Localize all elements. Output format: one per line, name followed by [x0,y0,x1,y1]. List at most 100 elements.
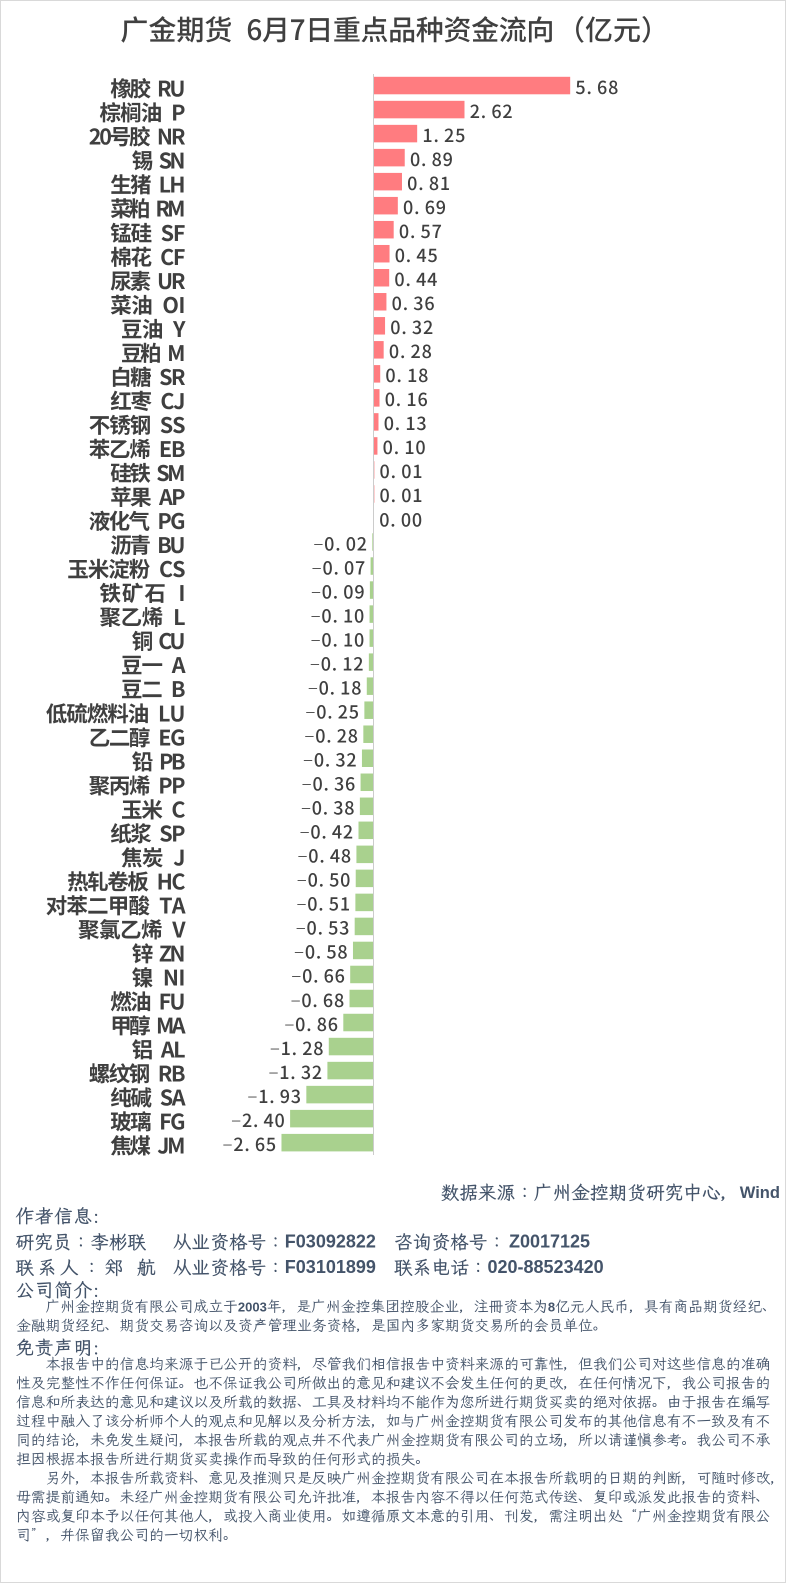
svg-text:−1. 32: −1. 32 [268,1059,322,1085]
svg-text:020-88523420: 020-88523420 [488,1257,604,1277]
svg-text:−0. 36: −0. 36 [302,771,356,797]
svg-text:苯乙烯 EB: 苯乙烯 EB [89,433,186,464]
svg-text:性及完整性不作任何保证。也不保证我公司所做出的意见和建议不会: 性及完整性不作任何保证。也不保证我公司所做出的意见和建议不会发生任何的更改，在任… [16,1374,770,1393]
svg-text:0. 28: 0. 28 [389,338,432,364]
svg-text:免责声明:: 免责声明: [16,1336,100,1360]
svg-text:菜油 OI: 菜油 OI [110,289,185,320]
svg-text:硅铁 SM: 硅铁 SM [110,457,185,488]
svg-text:液化气 PG: 液化气 PG [89,505,186,536]
svg-text:沥青 BU: 沥青 BU [110,529,185,560]
svg-text:玉米淀粉 CS: 玉米淀粉 CS [67,553,185,584]
svg-text:0. 13: 0. 13 [384,410,427,436]
svg-text:棕榈油 P: 棕榈油 P [100,97,186,128]
svg-text:另外，本报告所载资料、意见及推测只是反映广州金控期货有限公司: 另外，本报告所载资料、意见及推测只是反映广州金控期货有限公司在本报告所载明的日期… [16,1469,785,1488]
svg-text:−0. 07: −0. 07 [312,554,366,580]
svg-text:0. 01: 0. 01 [380,458,423,484]
svg-text:20号胶 NR: 20号胶 NR [89,121,186,152]
svg-text:咨询资格号：: 咨询资格号： [394,1230,506,1254]
svg-text:作者信息:: 作者信息: [16,1204,100,1228]
svg-text:−0. 10: −0. 10 [311,626,365,652]
svg-text:锌 ZN: 锌 ZN [132,938,186,969]
svg-text:0. 36: 0. 36 [392,290,435,316]
svg-text:焦炭 J: 焦炭 J [121,841,186,872]
svg-text:锡 SN: 锡 SN [132,145,186,176]
svg-text:金融期货经纪、期货交易咨询以及资产管理业务资格，是国内多家期: 金融期货经纪、期货交易咨询以及资产管理业务资格，是国内多家期货交易所的会员单位。 [16,1317,608,1336]
svg-text:广州金控期货有限公司成立于2003年，是广州金控集团控股企业: 广州金控期货有限公司成立于2003年，是广州金控集团控股企业，注册资本为8亿元人… [16,1298,777,1317]
svg-text:0. 01: 0. 01 [380,482,423,508]
svg-text:公司简介:: 公司简介: [16,1279,100,1303]
svg-text:−0. 50: −0. 50 [297,867,351,893]
svg-text:铁矿石 I: 铁矿石 I [100,577,186,608]
svg-text:0. 18: 0. 18 [385,362,428,388]
svg-text:担因根据本报告所进行期货买卖操作而导致的任何形式的损失。: 担因根据本报告所进行期货买卖操作而导致的任何形式的损失。 [16,1450,430,1469]
svg-text:尿素 UR: 尿素 UR [110,265,186,296]
svg-text:毋需提前通知。未经广州金控期货有限公司允许批准，本报告内容不: 毋需提前通知。未经广州金控期货有限公司允许批准，本报告内容不得以任何范式传送、复… [16,1488,770,1507]
svg-text:内容或复印本予以任何其他人，或投入商业使用。如遵循原文本意的: 内容或复印本予以任何其他人，或投入商业使用。如遵循原文本意的引用、刊发，需注明出… [16,1507,770,1526]
svg-text:−0. 51: −0. 51 [296,891,350,917]
svg-text:聚丙烯 PP: 聚丙烯 PP [89,769,186,800]
svg-text:研究员：李彬联: 研究员：李彬联 [16,1230,147,1254]
svg-text:玻璃 FG: 玻璃 FG [110,1106,185,1137]
svg-text:−1. 93: −1. 93 [247,1083,301,1109]
svg-text:0. 16: 0. 16 [385,386,428,412]
svg-text:0. 45: 0. 45 [395,242,438,268]
svg-text:豆油 Y: 豆油 Y [121,313,186,344]
svg-text:0. 44: 0. 44 [394,266,437,292]
svg-text:豆粕 M: 豆粕 M [121,337,186,368]
svg-text:−0. 32: −0. 32 [303,747,357,773]
svg-text:司”，并保留我公司的一切权利。: 司”，并保留我公司的一切权利。 [16,1526,238,1545]
svg-text:铅 PB: 铅 PB [132,745,186,776]
svg-text:Wind: Wind [740,1184,780,1202]
svg-text:菜粕 RM: 菜粕 RM [110,193,185,224]
svg-text:−2. 65: −2. 65 [222,1131,276,1157]
svg-text:铜 CU: 铜 CU [132,625,186,656]
svg-text:−0. 42: −0. 42 [299,819,353,845]
svg-text:对苯二甲酸 TA: 对苯二甲酸 TA [46,889,186,920]
svg-text:5. 68: 5. 68 [575,74,618,100]
svg-text:−2. 40: −2. 40 [231,1107,285,1133]
svg-text:苹果 AP: 苹果 AP [110,481,185,512]
svg-text:6月7日重点品种资金流向: 6月7日重点品种资金流向 [246,9,554,49]
svg-text:数据来源：广州金控期货研究中心，: 数据来源：广州金控期货研究中心， [441,1181,740,1205]
svg-text:−0. 25: −0. 25 [305,698,359,724]
svg-text:−0. 66: −0. 66 [291,963,345,989]
svg-text:−0. 02: −0. 02 [313,530,367,556]
svg-text:橡胶 RU: 橡胶 RU [110,73,185,104]
svg-text:聚氯乙烯 V: 聚氯乙烯 V [78,913,186,944]
svg-text:红枣 CJ: 红枣 CJ [110,385,185,416]
svg-text:焦煤 JM: 焦煤 JM [110,1130,185,1161]
svg-text:聚乙烯 L: 聚乙烯 L [100,601,186,632]
svg-text:−0. 09: −0. 09 [311,578,365,604]
svg-text:玉米 C: 玉米 C [121,793,186,824]
svg-text:（亿元）: （亿元） [557,9,669,49]
svg-text:锰硅 SF: 锰硅 SF [110,217,185,248]
svg-text:热轧卷板 HC: 热轧卷板 HC [67,865,185,896]
svg-text:−0. 53: −0. 53 [296,915,350,941]
svg-text:甲醇 MA: 甲醇 MA [110,1010,185,1041]
svg-text:0. 10: 0. 10 [383,434,426,460]
svg-text:白糖 SR: 白糖 SR [110,361,186,392]
svg-text:−0. 18: −0. 18 [308,674,362,700]
svg-text:0. 00: 0. 00 [379,506,422,532]
svg-text:2. 62: 2. 62 [470,98,513,124]
svg-text:−0. 28: −0. 28 [304,722,358,748]
svg-text:过程中融入了该分析师个人的观点和见解以及分析方法，如与广州金: 过程中融入了该分析师个人的观点和见解以及分析方法，如与广州金控期货有限公司发布的… [16,1412,770,1431]
svg-text:纯碱 SA: 纯碱 SA [110,1082,185,1113]
svg-text:−0. 86: −0. 86 [284,1011,338,1037]
svg-text:F03092822: F03092822 [285,1232,376,1252]
svg-text:0. 81: 0. 81 [407,170,450,196]
svg-text:−1. 28: −1. 28 [270,1035,324,1061]
svg-text:信息和所表达的意见和建议以及所载的数据、工具及材料均不能作为: 信息和所表达的意见和建议以及所载的数据、工具及材料均不能作为您所进行期货买卖的绝… [16,1393,770,1412]
svg-text:1. 25: 1. 25 [422,122,465,148]
svg-text:0. 32: 0. 32 [390,314,433,340]
svg-text:本报告中的信息均来源于已公开的资料，尽管我们相信报告中资料来: 本报告中的信息均来源于已公开的资料，尽管我们相信报告中资料来源的可靠性，但我们公… [16,1355,770,1374]
svg-text:豆一 A: 豆一 A [121,649,186,680]
svg-text:−0. 48: −0. 48 [297,843,351,869]
svg-text:从业资格号：: 从业资格号： [173,1230,285,1254]
svg-text:螺纹钢 RB: 螺纹钢 RB [89,1058,186,1089]
svg-text:豆二 B: 豆二 B [121,673,186,704]
svg-text:广金期货: 广金期货 [120,9,232,49]
svg-text:镍 NI: 镍 NI [132,962,186,993]
svg-text:−0. 38: −0. 38 [301,795,355,821]
svg-text:棉花 CF: 棉花 CF [110,241,185,272]
